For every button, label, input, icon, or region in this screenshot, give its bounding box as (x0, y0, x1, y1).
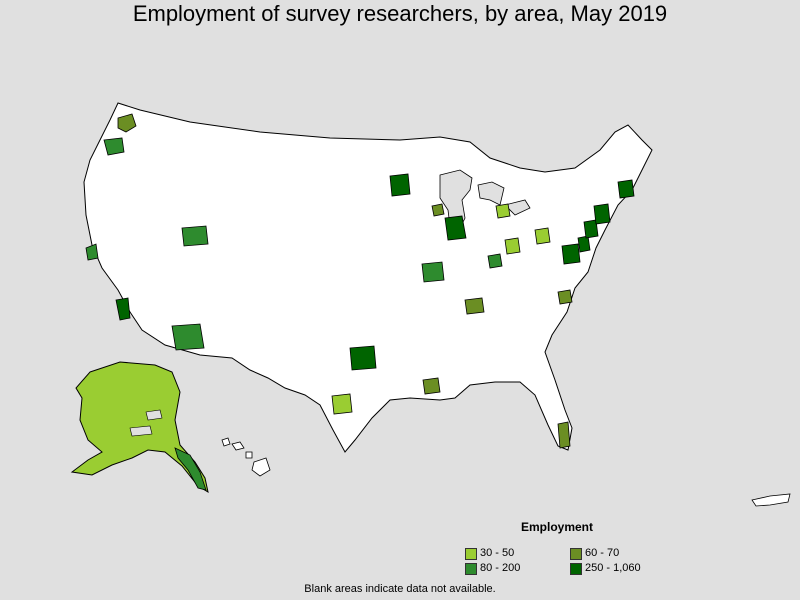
legend-swatch (465, 548, 477, 560)
area-detroit (495, 203, 511, 219)
legend-title: Employment (521, 520, 594, 534)
legend: Employment 30 - 50 60 - 70 80 - 200 250 … (455, 520, 685, 576)
metro-areas (85, 113, 635, 449)
area-austin (331, 393, 353, 415)
area-madison (431, 203, 445, 217)
alaska-panhandle (174, 447, 207, 491)
contiguous-us-landmass (83, 102, 653, 453)
area-phoenix (171, 323, 205, 351)
legend-label: 30 - 50 (480, 547, 515, 559)
area-chicago (444, 215, 467, 241)
area-washington (561, 243, 581, 265)
legend-swatch (570, 563, 582, 575)
legend-label: 80 - 200 (480, 562, 521, 574)
area-raleigh (557, 289, 573, 305)
area-pittsburgh (534, 227, 551, 245)
area-philadelphia (583, 219, 599, 239)
area-boston (617, 179, 635, 199)
area-tampa (557, 421, 571, 449)
area-seattle (117, 113, 137, 133)
area-san-francisco (85, 243, 99, 261)
area-baltimore (577, 235, 591, 253)
area-cincinnati (487, 253, 503, 269)
area-atlanta (422, 377, 441, 395)
area-kansas-city (421, 261, 445, 283)
area-nashville (464, 297, 485, 315)
area-los-angeles (115, 297, 131, 321)
map-title: Employment of survey researchers, by are… (132, 1, 668, 26)
legend-label: 60 - 70 (585, 547, 620, 559)
legend-swatch (465, 563, 477, 575)
footnote: Blank areas indicate data not available. (304, 583, 496, 595)
puerto-rico (751, 493, 791, 507)
area-denver (181, 225, 209, 247)
legend-label: 250 - 1,060 (585, 562, 641, 574)
legend-swatch (570, 548, 582, 560)
employment-map (70, 102, 791, 507)
area-new-york (593, 203, 611, 225)
alaska-lake (129, 409, 163, 437)
hawaii-islands (221, 437, 271, 477)
area-columbus (504, 237, 521, 255)
area-dallas (349, 345, 377, 371)
area-minneapolis (389, 173, 411, 197)
area-portland (103, 137, 125, 156)
